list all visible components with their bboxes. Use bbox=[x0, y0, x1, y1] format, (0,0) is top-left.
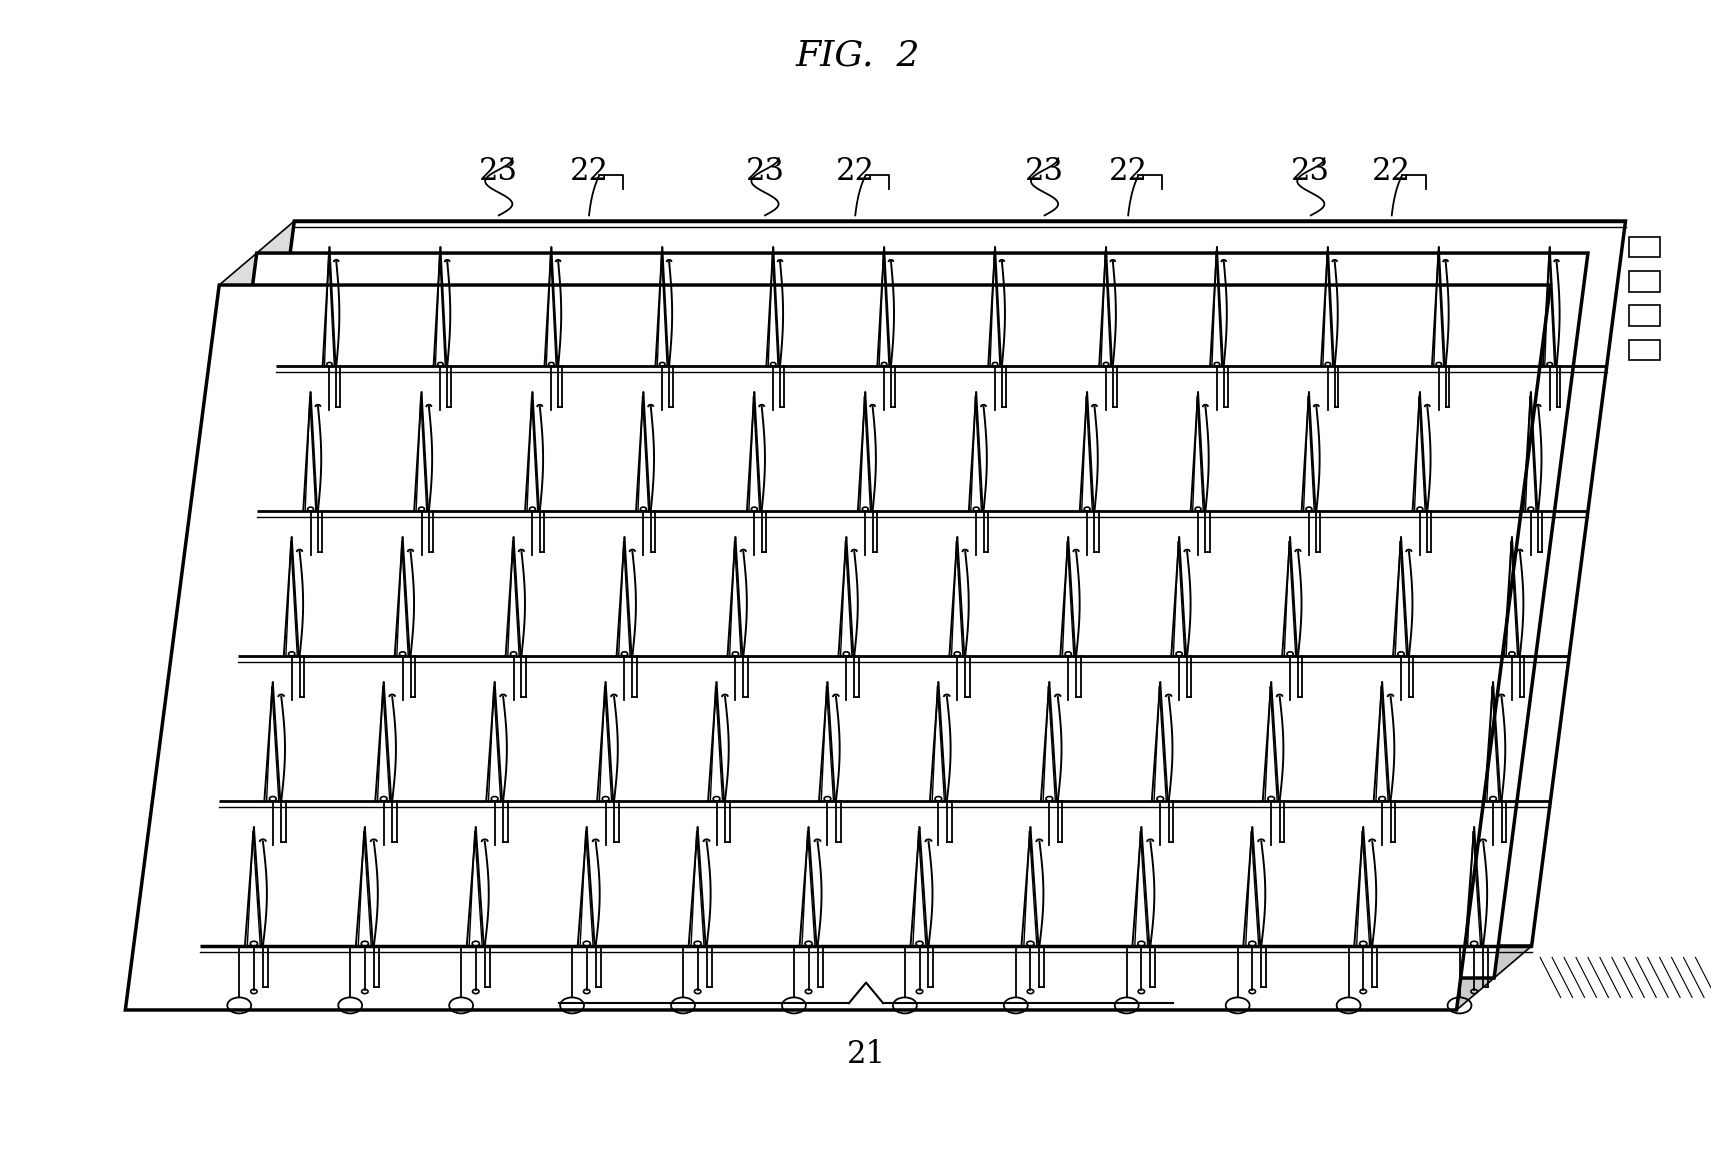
Bar bbox=[1628, 237, 1659, 258]
Text: 22: 22 bbox=[835, 156, 874, 186]
Text: 21: 21 bbox=[847, 1038, 884, 1070]
Text: 23: 23 bbox=[1025, 156, 1063, 186]
Polygon shape bbox=[163, 221, 295, 978]
Text: 22: 22 bbox=[569, 156, 608, 186]
Text: FIG.  2: FIG. 2 bbox=[795, 39, 919, 72]
Text: 23: 23 bbox=[1291, 156, 1330, 186]
Text: 22: 22 bbox=[1371, 156, 1411, 186]
Bar bbox=[1628, 271, 1659, 292]
Text: 23: 23 bbox=[478, 156, 518, 186]
Bar bbox=[1628, 339, 1659, 360]
Polygon shape bbox=[125, 285, 1549, 1010]
Polygon shape bbox=[163, 253, 1587, 978]
Text: 22: 22 bbox=[1107, 156, 1147, 186]
Bar bbox=[1628, 305, 1659, 325]
Text: 23: 23 bbox=[746, 156, 783, 186]
Polygon shape bbox=[201, 221, 1625, 946]
Polygon shape bbox=[163, 946, 1531, 978]
Polygon shape bbox=[125, 978, 1493, 1010]
Polygon shape bbox=[125, 253, 257, 1010]
